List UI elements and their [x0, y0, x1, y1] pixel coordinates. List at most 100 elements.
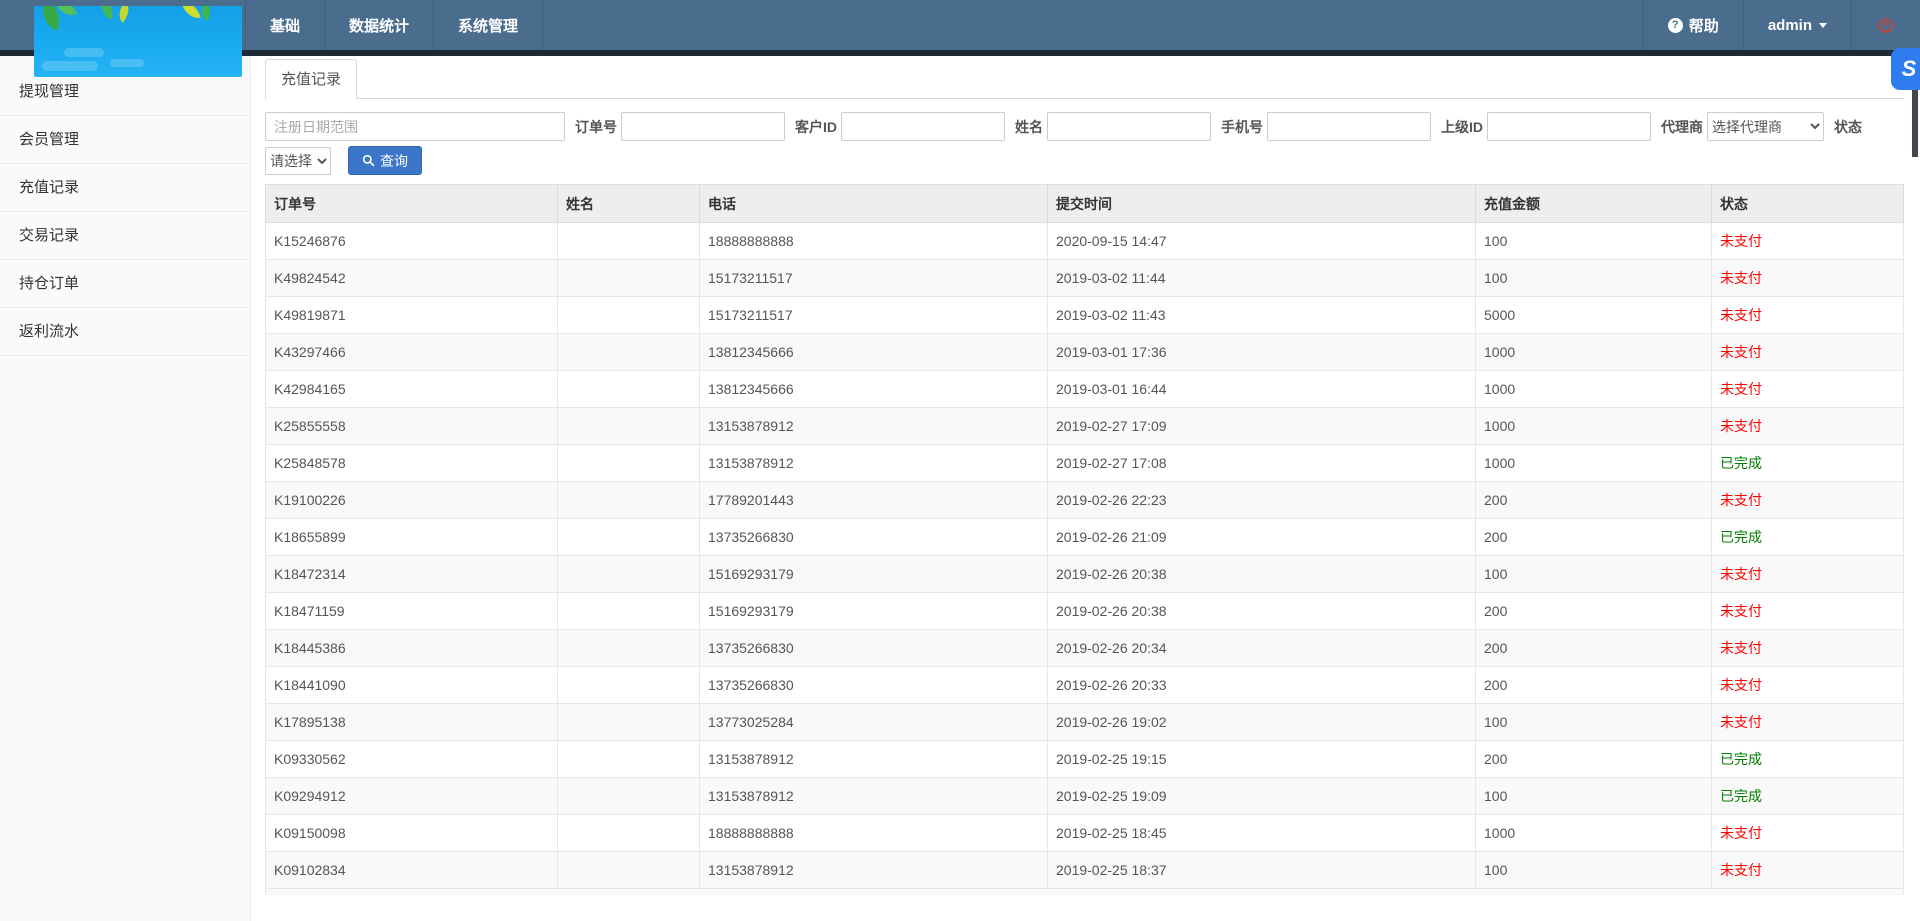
sidebar-item[interactable]: 交易记录: [0, 212, 250, 260]
sidebar-item[interactable]: 充值记录: [0, 164, 250, 212]
top-navbar: 基础 数据统计 系统管理 ? 帮助 admin: [0, 0, 1920, 50]
cell-name: [557, 259, 700, 297]
cell-name: [557, 222, 700, 260]
cell-submit-time: 2019-03-01 16:44: [1047, 370, 1476, 408]
cell-status: 未支付: [1711, 592, 1904, 630]
table-row: K17895138 13773025284 2019-02-26 19:02 1…: [265, 703, 1904, 741]
table-row: K43297466 13812345666 2019-03-01 17:36 1…: [265, 333, 1904, 371]
nav-menu-item[interactable]: 系统管理: [433, 0, 544, 50]
cell-amount: 200: [1475, 518, 1712, 556]
cell-amount: 200: [1475, 629, 1712, 667]
sidebar-item-label: 交易记录: [19, 227, 80, 244]
cell-submit-time: 2019-02-26 19:02: [1047, 703, 1476, 741]
cell-name: [557, 777, 700, 815]
cell-order-no: K09330562: [265, 740, 558, 778]
sidebar-item[interactable]: 返利流水: [0, 308, 250, 356]
cell-submit-time: 2019-02-26 20:34: [1047, 629, 1476, 667]
table-row: K25855558 13153878912 2019-02-27 17:09 1…: [265, 407, 1904, 445]
cell-order-no: K49824542: [265, 259, 558, 297]
tab-label: 充值记录: [281, 71, 342, 88]
table-row: K09294912 13153878912 2019-02-25 19:09 1…: [265, 777, 1904, 815]
cell-submit-time: 2019-02-25 19:09: [1047, 777, 1476, 815]
cell-status: 未支付: [1711, 407, 1904, 445]
filter-field-input[interactable]: [1267, 112, 1431, 141]
user-menu[interactable]: admin: [1742, 0, 1851, 50]
cell-phone: 13153878912: [699, 851, 1048, 889]
table-header-cell: 订单号: [265, 184, 558, 223]
status-badge: 未支付: [1720, 233, 1762, 249]
cell-submit-time: 2019-02-26 20:38: [1047, 555, 1476, 593]
status-badge: 未支付: [1720, 566, 1762, 582]
leaf-decoration: [181, 6, 201, 22]
cell-status: 未支付: [1711, 370, 1904, 408]
cell-submit-time: 2020-09-15 14:47: [1047, 222, 1476, 260]
status-badge: 未支付: [1720, 344, 1762, 360]
nav-menu-item[interactable]: 基础: [245, 0, 324, 50]
status-badge: 未支付: [1720, 492, 1762, 508]
agent-label: 代理商: [1661, 118, 1703, 135]
status-badge: 未支付: [1720, 603, 1762, 619]
nav-menu-item[interactable]: 数据统计: [324, 0, 433, 50]
filter-field-input[interactable]: [621, 112, 785, 141]
cell-phone: 15169293179: [699, 555, 1048, 593]
status-badge: 未支付: [1720, 862, 1762, 878]
cell-status: 未支付: [1711, 851, 1904, 889]
cell-submit-time: 2019-02-25 18:45: [1047, 814, 1476, 852]
status-select[interactable]: 请选择: [265, 146, 331, 175]
sidebar-item[interactable]: 持仓订单: [0, 260, 250, 308]
cell-status: 未支付: [1711, 814, 1904, 852]
cell-order-no: K18471159: [265, 592, 558, 630]
cell-phone: 13153878912: [699, 777, 1048, 815]
help-button[interactable]: ? 帮助: [1642, 0, 1743, 50]
table-row: K18472314 15169293179 2019-02-26 20:38 1…: [265, 555, 1904, 593]
cell-submit-time: 2019-03-01 17:36: [1047, 333, 1476, 371]
power-icon: [1876, 15, 1896, 35]
cell-amount: 1000: [1475, 814, 1712, 852]
date-range-input[interactable]: [265, 112, 565, 141]
floating-widget-icon[interactable]: S: [1891, 48, 1920, 90]
cell-name: [557, 333, 700, 371]
nav-menu-item-label: 系统管理: [458, 17, 519, 35]
logout-button[interactable]: [1851, 0, 1920, 50]
search-button[interactable]: 查询: [348, 146, 422, 175]
agent-select[interactable]: 选择代理商: [1707, 112, 1824, 141]
cell-amount: 100: [1475, 555, 1712, 593]
filter-field-label: 订单号: [575, 118, 617, 135]
cell-phone: 15173211517: [699, 259, 1048, 297]
leaf-decoration: [113, 6, 135, 23]
nav-menu-item-label: 基础: [270, 17, 301, 35]
filter-field-label: 手机号: [1221, 118, 1263, 135]
status-badge: 未支付: [1720, 640, 1762, 656]
cell-order-no: K19100226: [265, 481, 558, 519]
sidebar: 提现管理 会员管理 充值记录 交易记录 持仓订单 返利流水: [0, 56, 251, 921]
cell-order-no: K25848578: [265, 444, 558, 482]
table-row: K25848578 13153878912 2019-02-27 17:08 1…: [265, 444, 1904, 482]
status-badge: 未支付: [1720, 381, 1762, 397]
cell-status: 未支付: [1711, 296, 1904, 334]
cell-phone: 13735266830: [699, 666, 1048, 704]
tab-recharge-records[interactable]: 充值记录: [265, 59, 358, 100]
cell-phone: 13153878912: [699, 740, 1048, 778]
records-table-wrap: 订单号 姓名 电话 提交时间 充值金额 状态 K15246876 18888888888 …: [265, 184, 1904, 895]
scrollbar-thumb[interactable]: [1912, 57, 1918, 157]
filter-field-input[interactable]: [841, 112, 1005, 141]
chevron-down-icon: [1819, 22, 1827, 28]
cell-amount: 1000: [1475, 370, 1712, 408]
cell-amount: 100: [1475, 777, 1712, 815]
cell-status: 未支付: [1711, 259, 1904, 297]
cell-amount: 1000: [1475, 444, 1712, 482]
cell-order-no: K42984165: [265, 370, 558, 408]
table-header-cell: 状态: [1711, 184, 1904, 223]
cell-name: [557, 740, 700, 778]
sidebar-item[interactable]: 会员管理: [0, 116, 250, 164]
filter-field-input[interactable]: [1487, 112, 1651, 141]
cell-name: [557, 851, 700, 889]
cell-submit-time: 2019-02-26 22:23: [1047, 481, 1476, 519]
cell-submit-time: 2019-02-26 21:09: [1047, 518, 1476, 556]
cell-status: 未支付: [1711, 333, 1904, 371]
filter-field-label: 上级ID: [1441, 118, 1483, 135]
filter-field-input[interactable]: [1047, 112, 1211, 141]
table-header-cell: 姓名: [557, 184, 700, 223]
partial-next-row: [265, 889, 1904, 895]
table-row: K18471159 15169293179 2019-02-26 20:38 2…: [265, 592, 1904, 630]
